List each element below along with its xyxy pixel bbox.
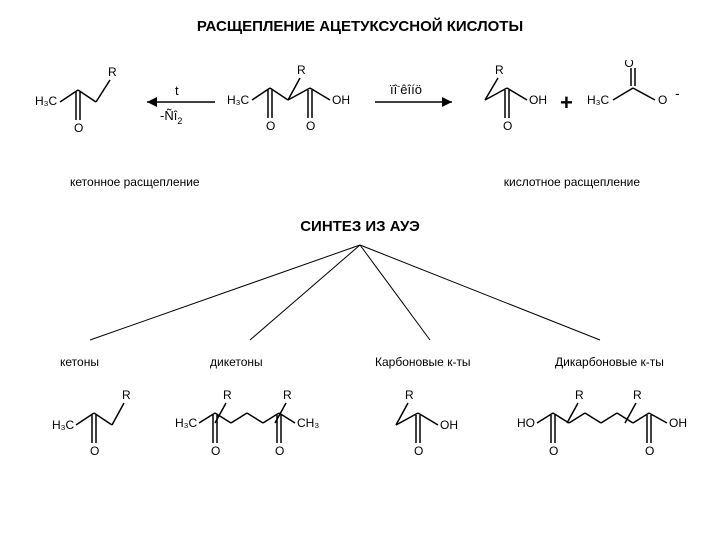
acid-product-2: H₃C O O - bbox=[585, 60, 705, 140]
left-arrow: t -Ñî2 bbox=[135, 80, 220, 130]
svg-text:R: R bbox=[633, 388, 642, 402]
svg-text:O: O bbox=[624, 60, 633, 70]
svg-text:R: R bbox=[575, 388, 584, 402]
svg-text:O: O bbox=[549, 444, 558, 458]
svg-text:O: O bbox=[306, 119, 315, 133]
label-carboxylic: Карбоновые к-ты bbox=[375, 355, 471, 369]
svg-text:H₃C: H₃C bbox=[52, 418, 75, 432]
label-diketones: дикетоны bbox=[210, 355, 263, 369]
svg-text:O: O bbox=[275, 444, 284, 458]
svg-text:R: R bbox=[122, 388, 131, 402]
svg-text:-Ñî2: -Ñî2 bbox=[160, 108, 182, 126]
svg-text:O: O bbox=[266, 119, 275, 133]
svg-text:R: R bbox=[108, 65, 117, 79]
ketone-product: R H₃C O bbox=[30, 60, 130, 140]
struct-carboxylic: R O OH bbox=[380, 385, 480, 465]
acid-product-1: R O OH bbox=[465, 60, 560, 140]
svg-text:R: R bbox=[495, 63, 504, 77]
label-dicarboxylic: Дикарбоновые к-ты bbox=[555, 355, 664, 369]
svg-text:H₃C: H₃C bbox=[35, 94, 58, 108]
svg-text:R: R bbox=[405, 388, 414, 402]
svg-text:OH: OH bbox=[440, 418, 458, 432]
svg-text:OH: OH bbox=[529, 93, 547, 107]
struct-ketone: R H₃C O bbox=[50, 385, 150, 465]
svg-text:O: O bbox=[503, 119, 512, 133]
svg-text:R: R bbox=[223, 388, 232, 402]
main-title: РАСЩЕПЛЕНИЕ АЦЕТУКСУСНОЙ КИСЛОТЫ bbox=[0, 0, 720, 35]
svg-text:t: t bbox=[175, 83, 179, 98]
svg-text:H₃C: H₃C bbox=[227, 93, 250, 107]
svg-text:R: R bbox=[283, 388, 292, 402]
struct-dicarboxylic: R R HO O O OH bbox=[515, 385, 705, 465]
svg-text:O: O bbox=[211, 444, 220, 458]
right-arrow: ïî-êîíö bbox=[370, 80, 465, 130]
svg-text:O: O bbox=[414, 444, 423, 458]
svg-text:O: O bbox=[90, 444, 99, 458]
svg-text:OH: OH bbox=[669, 416, 687, 430]
substrate: R H₃C O O OH bbox=[225, 60, 375, 140]
svg-text:-: - bbox=[675, 85, 680, 101]
label-ketones: кетоны bbox=[60, 355, 99, 369]
synthesis-title: СИНТЕЗ ИЗ АУЭ bbox=[0, 218, 720, 235]
svg-text:OH: OH bbox=[332, 93, 350, 107]
svg-text:H₃C: H₃C bbox=[587, 93, 610, 107]
svg-text:O: O bbox=[645, 444, 654, 458]
svg-text:HO: HO bbox=[517, 416, 535, 430]
plus-sign: + bbox=[560, 90, 573, 116]
svg-text:O: O bbox=[658, 93, 667, 107]
svg-text:ïî-êîíö: ïî-êîíö bbox=[390, 81, 422, 97]
struct-diketone: R R H₃C O O CH₃ bbox=[175, 385, 345, 465]
product-structures: R H₃C O R R H₃C O O CH₃ R O bbox=[0, 385, 720, 485]
svg-text:H₃C: H₃C bbox=[175, 416, 198, 430]
svg-text:O: O bbox=[74, 121, 83, 135]
reaction-scheme: R H₃C O t -Ñî2 R H₃C O O OH ïî-êîíö bbox=[0, 50, 720, 150]
fan-diagram bbox=[0, 240, 720, 350]
svg-text:R: R bbox=[297, 63, 306, 77]
svg-text:CH₃: CH₃ bbox=[297, 416, 319, 430]
acid-split-label: кислотное расщепление bbox=[504, 175, 640, 189]
ketone-split-label: кетонное расщепление bbox=[70, 175, 200, 189]
